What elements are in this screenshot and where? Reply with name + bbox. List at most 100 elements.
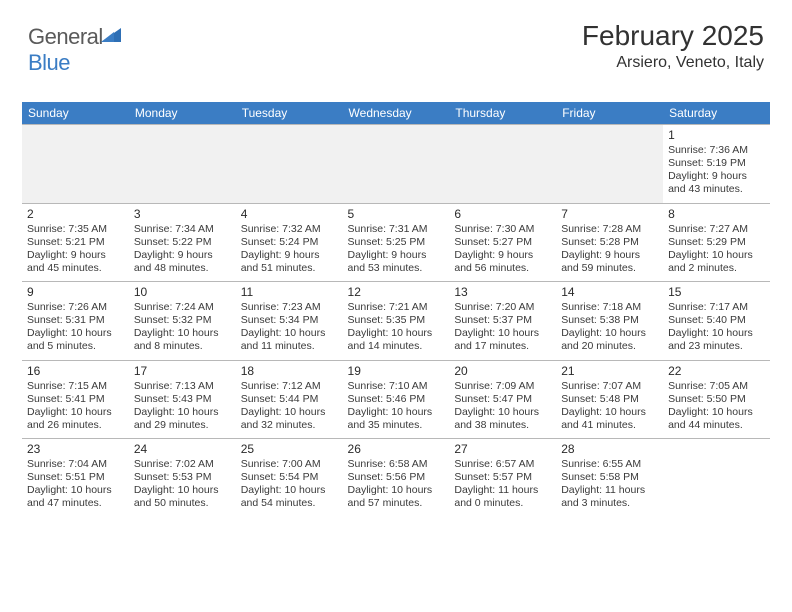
calendar-cell: 28Sunrise: 6:55 AMSunset: 5:58 PMDayligh… — [556, 439, 663, 517]
sunset-text: Sunset: 5:50 PM — [668, 393, 765, 406]
daylight-text: and 50 minutes. — [134, 497, 231, 510]
daylight-text: and 48 minutes. — [134, 262, 231, 275]
calendar-week-row: 1Sunrise: 7:36 AMSunset: 5:19 PMDaylight… — [22, 125, 770, 204]
calendar-cell: 25Sunrise: 7:00 AMSunset: 5:54 PMDayligh… — [236, 439, 343, 517]
calendar-cell: 11Sunrise: 7:23 AMSunset: 5:34 PMDayligh… — [236, 282, 343, 361]
daylight-text: Daylight: 10 hours — [668, 249, 765, 262]
daylight-text: and 26 minutes. — [27, 419, 124, 432]
sunrise-text: Sunrise: 6:58 AM — [348, 458, 445, 471]
daylight-text: Daylight: 10 hours — [668, 406, 765, 419]
sunset-text: Sunset: 5:47 PM — [454, 393, 551, 406]
day-number: 19 — [348, 364, 445, 378]
calendar-week-row: 16Sunrise: 7:15 AMSunset: 5:41 PMDayligh… — [22, 360, 770, 439]
day-number: 14 — [561, 285, 658, 299]
weekday-header: Saturday — [663, 102, 770, 125]
sunset-text: Sunset: 5:29 PM — [668, 236, 765, 249]
daylight-text: and 8 minutes. — [134, 340, 231, 353]
calendar-week-row: 2Sunrise: 7:35 AMSunset: 5:21 PMDaylight… — [22, 203, 770, 282]
calendar-cell — [236, 125, 343, 204]
sunset-text: Sunset: 5:48 PM — [561, 393, 658, 406]
sunset-text: Sunset: 5:21 PM — [27, 236, 124, 249]
weekday-header: Sunday — [22, 102, 129, 125]
weekday-header: Thursday — [449, 102, 556, 125]
daylight-text: Daylight: 10 hours — [241, 484, 338, 497]
sunrise-text: Sunrise: 7:00 AM — [241, 458, 338, 471]
brand-part1: General — [28, 24, 103, 49]
daylight-text: Daylight: 10 hours — [454, 327, 551, 340]
day-number: 10 — [134, 285, 231, 299]
calendar-cell: 19Sunrise: 7:10 AMSunset: 5:46 PMDayligh… — [343, 360, 450, 439]
daylight-text: and 5 minutes. — [27, 340, 124, 353]
day-number: 17 — [134, 364, 231, 378]
calendar-cell: 5Sunrise: 7:31 AMSunset: 5:25 PMDaylight… — [343, 203, 450, 282]
calendar-cell: 10Sunrise: 7:24 AMSunset: 5:32 PMDayligh… — [129, 282, 236, 361]
sunset-text: Sunset: 5:24 PM — [241, 236, 338, 249]
sunrise-text: Sunrise: 7:28 AM — [561, 223, 658, 236]
sunrise-text: Sunrise: 7:15 AM — [27, 380, 124, 393]
day-number: 5 — [348, 207, 445, 221]
daylight-text: Daylight: 10 hours — [27, 406, 124, 419]
calendar-cell: 4Sunrise: 7:32 AMSunset: 5:24 PMDaylight… — [236, 203, 343, 282]
sunset-text: Sunset: 5:27 PM — [454, 236, 551, 249]
daylight-text: Daylight: 10 hours — [27, 327, 124, 340]
sunset-text: Sunset: 5:58 PM — [561, 471, 658, 484]
daylight-text: and 29 minutes. — [134, 419, 231, 432]
day-number: 2 — [27, 207, 124, 221]
calendar-cell: 2Sunrise: 7:35 AMSunset: 5:21 PMDaylight… — [22, 203, 129, 282]
sunset-text: Sunset: 5:35 PM — [348, 314, 445, 327]
location-subtitle: Arsiero, Veneto, Italy — [582, 54, 764, 72]
sunrise-text: Sunrise: 7:26 AM — [27, 301, 124, 314]
calendar-week-row: 9Sunrise: 7:26 AMSunset: 5:31 PMDaylight… — [22, 282, 770, 361]
sunset-text: Sunset: 5:38 PM — [561, 314, 658, 327]
sunset-text: Sunset: 5:56 PM — [348, 471, 445, 484]
daylight-text: and 59 minutes. — [561, 262, 658, 275]
sunset-text: Sunset: 5:25 PM — [348, 236, 445, 249]
sunset-text: Sunset: 5:28 PM — [561, 236, 658, 249]
sunset-text: Sunset: 5:40 PM — [668, 314, 765, 327]
sunrise-text: Sunrise: 6:57 AM — [454, 458, 551, 471]
calendar-cell: 16Sunrise: 7:15 AMSunset: 5:41 PMDayligh… — [22, 360, 129, 439]
daylight-text: Daylight: 10 hours — [348, 406, 445, 419]
daylight-text: Daylight: 9 hours — [348, 249, 445, 262]
daylight-text: and 35 minutes. — [348, 419, 445, 432]
sunrise-text: Sunrise: 7:04 AM — [27, 458, 124, 471]
calendar-table: Sunday Monday Tuesday Wednesday Thursday… — [22, 102, 770, 517]
sunrise-text: Sunrise: 7:24 AM — [134, 301, 231, 314]
day-number: 3 — [134, 207, 231, 221]
daylight-text: Daylight: 10 hours — [348, 327, 445, 340]
day-number: 1 — [668, 128, 765, 142]
calendar-cell: 18Sunrise: 7:12 AMSunset: 5:44 PMDayligh… — [236, 360, 343, 439]
daylight-text: and 43 minutes. — [668, 183, 765, 196]
sunset-text: Sunset: 5:51 PM — [27, 471, 124, 484]
daylight-text: Daylight: 9 hours — [668, 170, 765, 183]
daylight-text: Daylight: 11 hours — [454, 484, 551, 497]
calendar-cell: 14Sunrise: 7:18 AMSunset: 5:38 PMDayligh… — [556, 282, 663, 361]
sunrise-text: Sunrise: 7:34 AM — [134, 223, 231, 236]
day-number: 4 — [241, 207, 338, 221]
daylight-text: Daylight: 10 hours — [241, 406, 338, 419]
daylight-text: and 32 minutes. — [241, 419, 338, 432]
sunrise-text: Sunrise: 7:05 AM — [668, 380, 765, 393]
day-number: 20 — [454, 364, 551, 378]
calendar-cell — [449, 125, 556, 204]
daylight-text: Daylight: 9 hours — [134, 249, 231, 262]
sunset-text: Sunset: 5:41 PM — [27, 393, 124, 406]
calendar-cell: 22Sunrise: 7:05 AMSunset: 5:50 PMDayligh… — [663, 360, 770, 439]
day-number: 8 — [668, 207, 765, 221]
sunrise-text: Sunrise: 7:02 AM — [134, 458, 231, 471]
daylight-text: and 3 minutes. — [561, 497, 658, 510]
day-number: 27 — [454, 442, 551, 456]
calendar-cell: 8Sunrise: 7:27 AMSunset: 5:29 PMDaylight… — [663, 203, 770, 282]
sunrise-text: Sunrise: 7:21 AM — [348, 301, 445, 314]
day-number: 23 — [27, 442, 124, 456]
calendar-cell — [22, 125, 129, 204]
daylight-text: and 2 minutes. — [668, 262, 765, 275]
calendar-cell: 3Sunrise: 7:34 AMSunset: 5:22 PMDaylight… — [129, 203, 236, 282]
calendar-cell — [343, 125, 450, 204]
day-number: 13 — [454, 285, 551, 299]
calendar-cell: 13Sunrise: 7:20 AMSunset: 5:37 PMDayligh… — [449, 282, 556, 361]
day-number: 24 — [134, 442, 231, 456]
sunset-text: Sunset: 5:32 PM — [134, 314, 231, 327]
daylight-text: and 54 minutes. — [241, 497, 338, 510]
daylight-text: and 20 minutes. — [561, 340, 658, 353]
